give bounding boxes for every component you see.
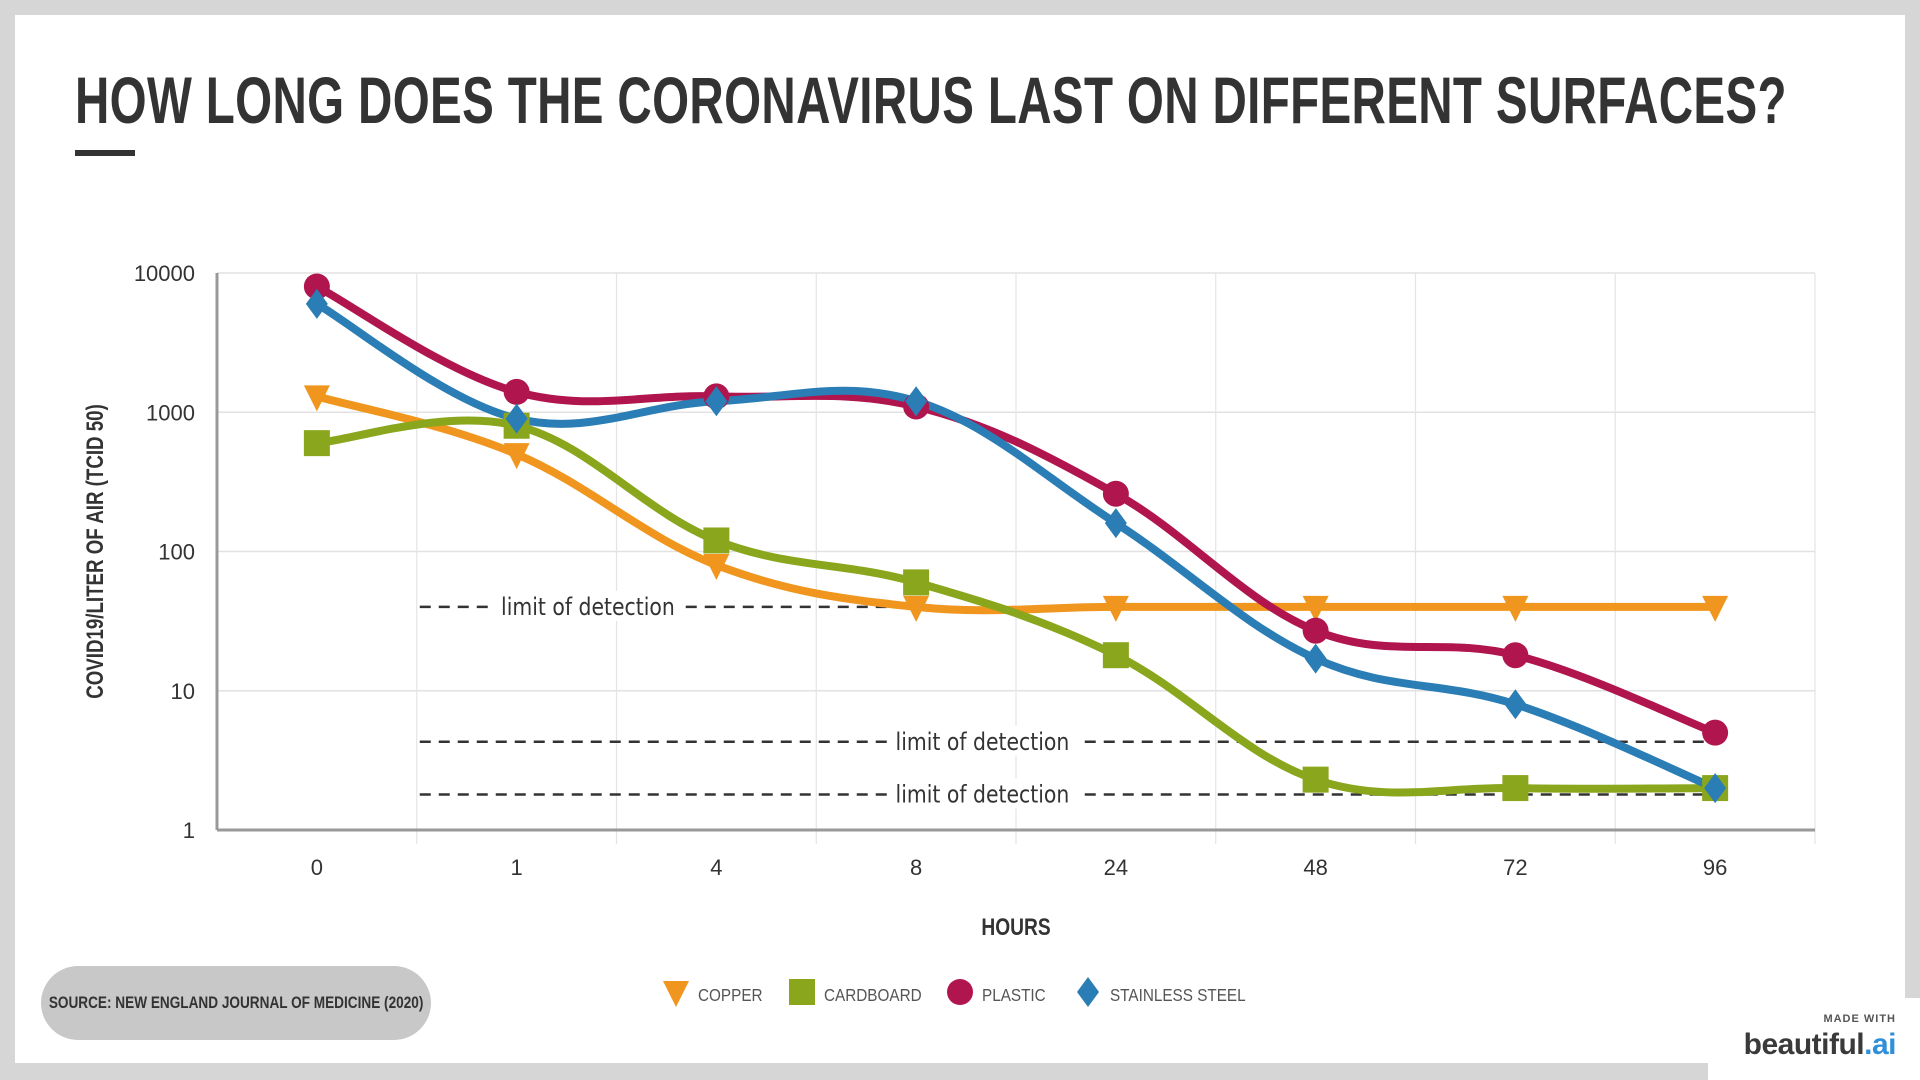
data-point-plastic (1702, 719, 1729, 746)
data-point-cardboard (1502, 775, 1529, 802)
limit-of-detection-label: limit of detection (896, 781, 1070, 809)
data-point-stainless-steel (505, 403, 528, 434)
legend-marker-copper (663, 981, 689, 1007)
data-point-plastic (503, 378, 530, 405)
data-point-stainless-steel (1704, 773, 1727, 804)
legend-marker-stainless-steel (1077, 977, 1099, 1007)
title-underline (75, 150, 135, 156)
data-point-copper (1102, 595, 1129, 622)
x-tick-label: 1 (511, 855, 523, 880)
y-tick-label: 10 (171, 679, 195, 704)
source-text: SOURCE: NEW ENGLAND JOURNAL OF MEDICINE … (48, 993, 424, 1012)
x-tick-label: 96 (1703, 855, 1727, 880)
y-tick-label: 100 (158, 540, 195, 565)
legend-label[interactable]: CARDBOARD (824, 985, 922, 1005)
data-point-stainless-steel (305, 288, 328, 319)
data-point-copper (703, 553, 730, 580)
slide (15, 15, 1905, 1063)
label-bg (887, 725, 1078, 756)
data-point-plastic (1302, 617, 1329, 644)
data-point-stainless-steel (905, 386, 928, 417)
y-tick-label: 1000 (146, 400, 195, 425)
label-bg (492, 590, 683, 621)
x-tick-label: 4 (710, 855, 722, 880)
data-point-plastic (1102, 480, 1129, 507)
y-tick-label: 10000 (134, 261, 195, 286)
x-tick-label: 8 (910, 855, 922, 880)
page-title: HOW LONG DOES THE CORONAVIRUS LAST ON DI… (75, 63, 1787, 137)
legend-label[interactable]: COPPER (698, 985, 763, 1005)
data-point-copper (1702, 595, 1729, 622)
data-point-cardboard (1102, 642, 1129, 669)
data-point-cardboard (903, 569, 930, 596)
legend-marker-plastic (947, 979, 973, 1005)
x-tick-label: 0 (311, 855, 323, 880)
x-tick-label: 24 (1104, 855, 1128, 880)
data-point-copper (303, 385, 330, 412)
data-point-copper (1302, 595, 1329, 622)
y-tick-label: 1 (183, 818, 195, 843)
data-point-copper (503, 443, 530, 470)
legend-label[interactable]: STAINLESS STEEL (1110, 985, 1246, 1005)
label-bg (887, 778, 1078, 809)
legend-marker-cardboard (789, 979, 815, 1005)
made-with-label: MADE WITH (1823, 1013, 1896, 1025)
x-tick-label: 72 (1503, 855, 1527, 880)
series-line-plastic (315, 282, 1717, 737)
data-point-stainless-steel (1304, 643, 1327, 674)
y-axis-title: COVID19/LITER OF AIR (TCID 50) (82, 404, 109, 699)
data-point-copper (903, 595, 930, 622)
source-pill: SOURCE: NEW ENGLAND JOURNAL OF MEDICINE … (41, 966, 431, 1040)
data-point-plastic (303, 273, 330, 300)
x-tick-label: 48 (1303, 855, 1327, 880)
data-point-plastic (1502, 642, 1529, 669)
data-point-stainless-steel (1104, 508, 1127, 539)
legend-label[interactable]: PLASTIC (982, 985, 1046, 1005)
data-point-cardboard (303, 430, 330, 457)
data-point-stainless-steel (705, 386, 728, 417)
data-point-stainless-steel (1504, 689, 1527, 720)
made-with-badge[interactable]: MADE WITH beautiful.ai (1708, 998, 1920, 1080)
data-point-cardboard (703, 527, 730, 554)
limit-of-detection-label: limit of detection (896, 728, 1070, 756)
data-point-cardboard (1302, 766, 1329, 793)
series-line-stainless-steel (314, 300, 1717, 792)
series-line-cardboard (316, 416, 1716, 797)
x-axis-title: HOURS (981, 913, 1050, 941)
data-point-copper (1502, 595, 1529, 622)
limit-of-detection-label: limit of detection (501, 593, 675, 621)
brand-logo: beautiful.ai (1743, 1028, 1897, 1061)
